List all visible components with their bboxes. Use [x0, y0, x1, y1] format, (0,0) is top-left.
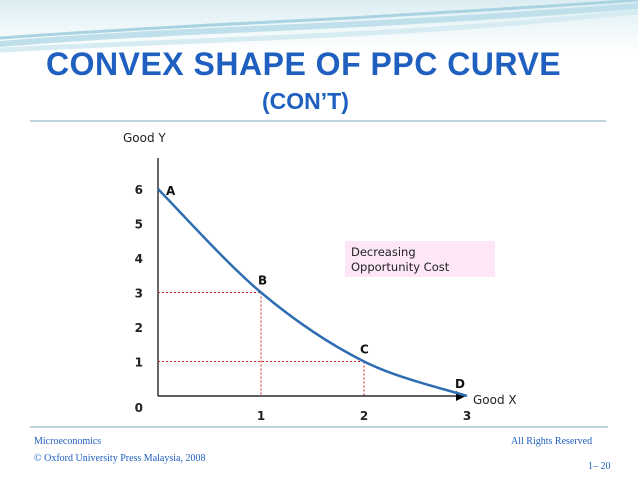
footer-page-number: 1– 20 — [588, 461, 611, 472]
y-axis-label: Good Y — [123, 131, 166, 145]
y-tick-label-4: 4 — [135, 252, 143, 266]
header-wave-1 — [0, 3, 638, 47]
y-tick-label-2: 2 — [135, 321, 143, 335]
point-label-a: A — [166, 184, 176, 198]
x-tick-label-3: 3 — [463, 409, 471, 423]
origin-label: 0 — [135, 401, 143, 415]
y-tick-label-1: 1 — [135, 356, 143, 370]
y-tick-label-5: 5 — [135, 218, 143, 232]
y-tick-label-3: 3 — [135, 287, 143, 301]
slide-subtitle: (CON’T) — [262, 88, 349, 114]
ppc-curve — [157, 188, 468, 398]
footer-copyright: © Oxford University Press Malaysia, 2008 — [34, 453, 206, 464]
annotation-line-2: Opportunity Cost — [351, 260, 450, 274]
annotation-line-1: Decreasing — [351, 245, 416, 259]
point-label-c: C — [360, 343, 369, 357]
header-wave-2 — [0, 9, 638, 53]
x-axis-label: Good X — [473, 393, 517, 407]
x-tick-label-2: 2 — [360, 409, 368, 423]
footer-course: Microeconomics — [34, 436, 102, 447]
slide-title: CONVEX SHAPE OF PPC CURVE — [46, 46, 562, 82]
point-label-b: B — [258, 274, 267, 288]
x-tick-label-1: 1 — [257, 409, 265, 423]
header-wave-3 — [0, 0, 638, 40]
annotation-box — [345, 241, 495, 277]
y-tick-label-6: 6 — [135, 183, 143, 197]
point-label-d: D — [455, 377, 465, 391]
footer-rights: All Rights Reserved — [511, 436, 593, 447]
